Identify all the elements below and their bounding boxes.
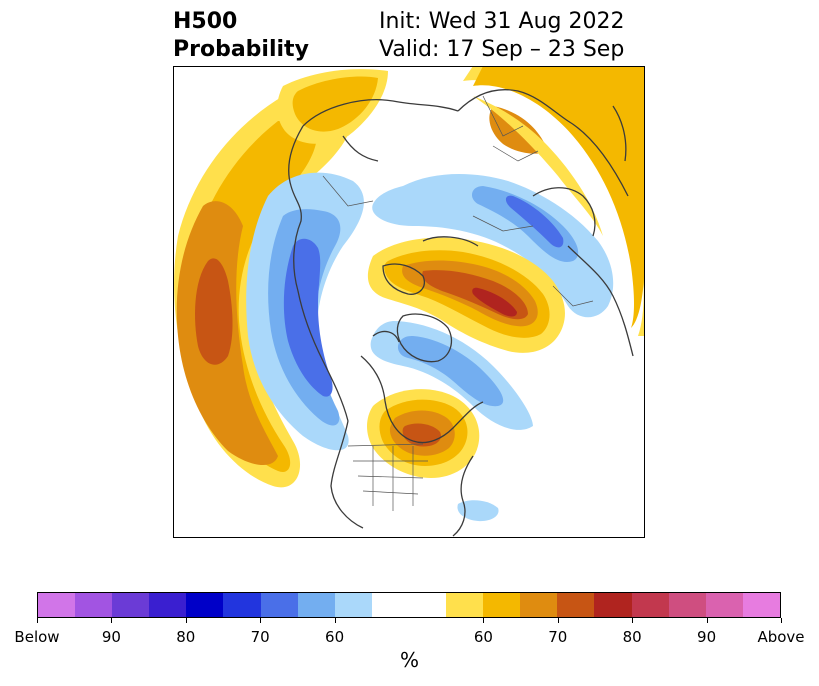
colorbar-segment bbox=[38, 593, 76, 617]
colorbar-tick-mark bbox=[706, 618, 708, 623]
colorbar-segment bbox=[742, 593, 780, 617]
title-probability: Probability bbox=[173, 37, 309, 62]
colorbar-tick-mark bbox=[37, 618, 38, 623]
colorbar-tick-mark bbox=[111, 618, 113, 623]
probability-map bbox=[173, 66, 645, 538]
colorbar-segment bbox=[75, 593, 113, 617]
colorbar-tick-mark bbox=[334, 618, 336, 623]
arctic-above-max bbox=[472, 287, 517, 317]
colorbar-tick-mark bbox=[483, 618, 485, 623]
colorbar-segment bbox=[631, 593, 669, 617]
colorbar-tick-mark bbox=[781, 618, 782, 623]
atlantic-below-70 bbox=[397, 336, 504, 407]
colorbar-tick-label: 70 bbox=[548, 628, 568, 646]
colorbar-tick-label: 60 bbox=[473, 628, 493, 646]
colorbar bbox=[37, 592, 781, 618]
colorbar-tick-mark bbox=[185, 618, 187, 623]
colorbar-tick-label: Above bbox=[757, 628, 805, 646]
colorbar-tick-label: Below bbox=[14, 628, 60, 646]
colorbar-segment bbox=[668, 593, 706, 617]
colorbar-tick-label: 70 bbox=[250, 628, 270, 646]
colorbar-tick-mark bbox=[632, 618, 634, 623]
colorbar-segment bbox=[334, 593, 372, 617]
colorbar-tick-label: 90 bbox=[101, 628, 121, 646]
colorbar-segment bbox=[186, 593, 224, 617]
coastlines bbox=[288, 89, 634, 537]
title-right: Init: Wed 31 Aug 2022 Valid: 17 Sep – 23… bbox=[379, 8, 644, 64]
europe-above-70 bbox=[473, 66, 645, 328]
siberia-below-80 bbox=[505, 195, 564, 248]
colorbar-segment bbox=[483, 593, 521, 617]
colorbar-segment bbox=[371, 593, 409, 617]
colorbar-segment bbox=[408, 593, 447, 617]
title-left: H500 Probability bbox=[173, 8, 309, 64]
colorbar-segment bbox=[260, 593, 298, 617]
colorbar-tick-mark bbox=[260, 618, 262, 623]
colorbar-segment bbox=[446, 593, 484, 617]
colorbar-segment bbox=[594, 593, 632, 617]
atlantic-small-below bbox=[457, 500, 499, 522]
colorbar-segment bbox=[557, 593, 595, 617]
colorbar-tick-label: 80 bbox=[176, 628, 196, 646]
title-h500: H500 bbox=[173, 9, 238, 34]
colorbar-segment bbox=[297, 593, 335, 617]
colorbar-segment bbox=[223, 593, 261, 617]
colorbar-segment bbox=[705, 593, 743, 617]
colorbar-tick-label: 90 bbox=[697, 628, 717, 646]
colorbar-tick-mark bbox=[557, 618, 559, 623]
colorbar-tick-label: 80 bbox=[622, 628, 642, 646]
pacific-above-90 bbox=[195, 258, 233, 365]
valid-range: Valid: 17 Sep – 23 Sep bbox=[379, 37, 625, 62]
init-date: Init: Wed 31 Aug 2022 bbox=[379, 9, 625, 34]
colorbar-segment bbox=[520, 593, 558, 617]
borders bbox=[322, 95, 594, 511]
colorbar-unit: % bbox=[399, 648, 419, 672]
colorbar-tick-label: 60 bbox=[325, 628, 345, 646]
colorbar-segment bbox=[112, 593, 150, 617]
colorbar-segment bbox=[149, 593, 187, 617]
